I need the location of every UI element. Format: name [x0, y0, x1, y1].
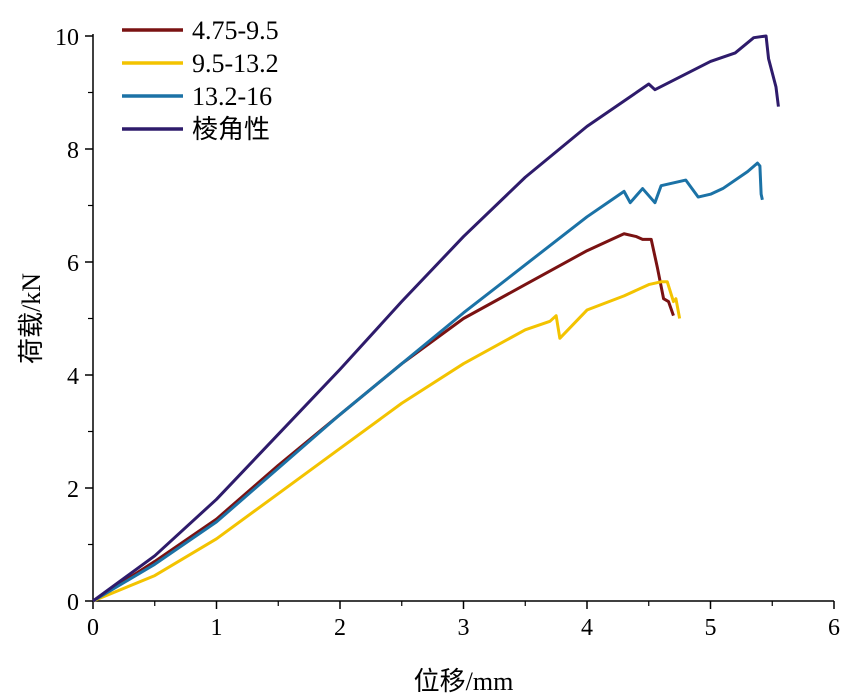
y-tick-label: 0 [67, 590, 79, 616]
series-line-3 [92, 161, 764, 603]
x-tick-label: 1 [211, 615, 223, 641]
y-tick-label: 2 [67, 477, 79, 503]
y-tick-label: 4 [67, 364, 79, 390]
x-axis-label: 位移/mm [414, 667, 514, 696]
y-tick-label: 8 [67, 138, 79, 164]
series-line-4 [92, 34, 780, 603]
legend-label-4: 棱角性 [192, 115, 270, 144]
x-tick-label: 0 [87, 615, 99, 641]
legend-label-1: 4.75-9.5 [192, 16, 279, 45]
x-tick-label: 4 [581, 615, 593, 641]
x-tick-label: 5 [705, 615, 717, 641]
legend-label-2: 9.5-13.2 [192, 49, 279, 78]
x-tick-label: 6 [828, 615, 840, 641]
x-tick-label: 3 [458, 615, 470, 641]
series-line-2 [92, 280, 682, 603]
legend-label-3: 13.2-16 [192, 82, 272, 111]
y-tick-label: 10 [55, 25, 79, 51]
y-axis-label: 荷载/kN [17, 273, 46, 364]
x-tick-label: 2 [334, 615, 346, 641]
series-line-1 [92, 232, 675, 603]
y-tick-label: 6 [67, 251, 79, 277]
